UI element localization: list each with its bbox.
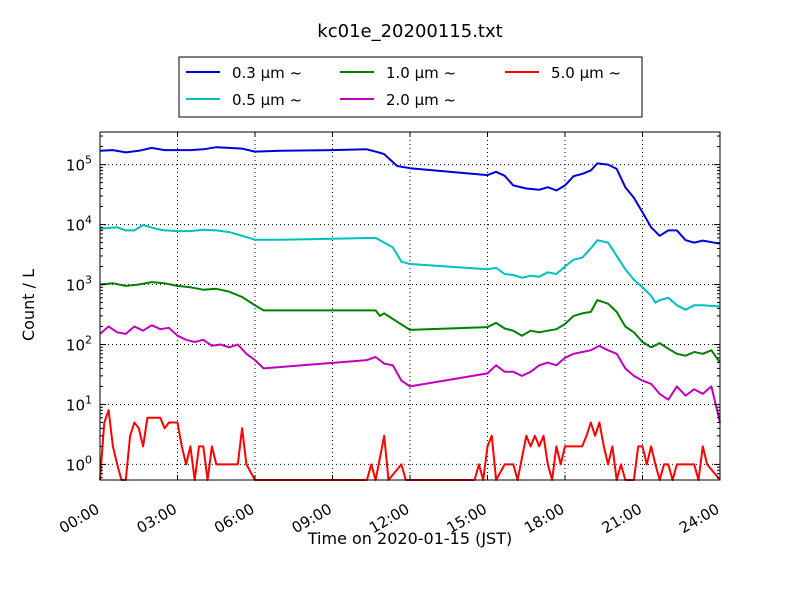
series-line-4	[99, 324, 721, 423]
legend-label-4: 2.0 μm ~	[386, 91, 456, 109]
series-line-3	[99, 281, 721, 364]
legend-label-2: 0.5 μm ~	[232, 91, 302, 109]
x-tick-label: 21:00	[599, 500, 645, 537]
series-line-1	[99, 146, 721, 245]
chart-title: kc01e_20200115.txt	[317, 21, 502, 42]
series-line-5	[99, 409, 721, 481]
y-tick-label: 103	[66, 274, 92, 295]
legend-box	[178, 56, 643, 118]
legend-label-3: 1.0 μm ~	[386, 64, 456, 82]
series-group	[99, 146, 721, 481]
y-tick-label: 102	[66, 334, 92, 355]
y-tick-label: 104	[66, 214, 92, 235]
ticks: 00:00 03:00 06:00 09:00 12:00 15:00 18:00 21:00…	[56, 132, 723, 537]
x-tick-label: 00:00	[56, 500, 102, 537]
y-tick-label: 101	[66, 393, 92, 414]
grid	[100, 132, 720, 480]
series-line-2	[99, 224, 721, 311]
x-tick-label: 24:00	[676, 500, 722, 537]
legend-label-5: 5.0 μm ~	[551, 64, 621, 82]
x-tick-label: 18:00	[521, 500, 567, 537]
y-tick-label: 100	[66, 453, 92, 474]
y-tick-label: 105	[66, 154, 92, 175]
legend-label-1: 0.3 μm ~	[232, 64, 302, 82]
y-axis-label: Count / L	[19, 269, 38, 341]
x-tick-label: 03:00	[134, 500, 180, 537]
x-tick-label: 06:00	[211, 500, 257, 537]
legend: 0.3 μm ~ 0.5 μm ~ 1.0 μm ~ 2.0 μm ~ 5.0 μm ~	[178, 56, 643, 118]
x-axis-label: Time on 2020-01-15 (JST)	[307, 529, 512, 548]
